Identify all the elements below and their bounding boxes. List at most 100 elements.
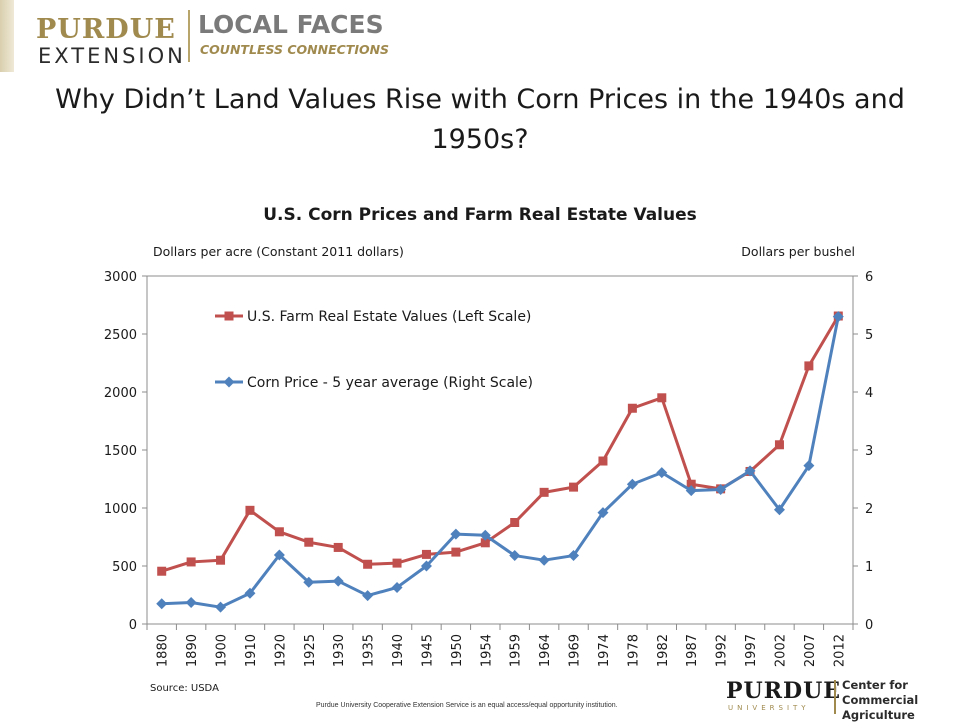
series-layer (156, 311, 844, 613)
data-point-square (392, 558, 402, 568)
footer-center-line2: Commercial Agriculture (842, 693, 919, 722)
data-point-diamond (656, 467, 668, 479)
chart-title: U.S. Corn Prices and Farm Real Estate Va… (263, 205, 697, 225)
x-tick-label: 1935 (362, 634, 377, 667)
left-tick-label: 500 (112, 560, 137, 575)
left-tick-label: 2500 (104, 328, 137, 343)
x-axis-ticks: 1880 1890 1900 1910 1920 1925 1930 1935 1940 1945… (146, 624, 854, 667)
data-point-square (216, 555, 226, 565)
right-tick-label: 1 (865, 560, 873, 575)
data-point-diamond (715, 483, 727, 495)
data-point-diamond (832, 311, 844, 323)
right-tick-label: 3 (865, 444, 873, 459)
header-divider (188, 10, 190, 62)
data-point-square (421, 549, 431, 559)
countless-connections-text: COUNTLESS CONNECTIONS (200, 42, 390, 57)
x-tick-label: 2012 (832, 634, 847, 667)
data-point-diamond (626, 478, 638, 490)
left-tick-label: 1500 (104, 444, 137, 459)
left-tick-label: 0 (129, 618, 137, 633)
x-tick-label: 1950 (450, 634, 465, 667)
legend: U.S. Farm Real Estate Values (Left Scale… (215, 309, 533, 391)
data-point-square (363, 559, 373, 569)
footer-center-name: Center for Commercial Agriculture (842, 678, 960, 723)
footer-divider (834, 680, 836, 714)
data-point-diamond (391, 581, 403, 593)
source-note: Source: USDA (150, 683, 219, 694)
data-point-square (657, 393, 667, 403)
data-point-diamond (332, 575, 344, 587)
data-point-square (510, 518, 520, 527)
data-point-square (569, 482, 579, 492)
data-point-diamond (479, 529, 491, 541)
data-point-diamond (450, 528, 462, 540)
data-point-diamond (244, 587, 256, 599)
right-tick-label: 5 (865, 328, 873, 343)
right-axis-label: Dollars per bushel (741, 244, 855, 259)
legend-label: Corn Price - 5 year average (Right Scale… (247, 375, 533, 391)
x-tick-label: 1920 (273, 634, 288, 667)
x-tick-label: 1890 (185, 634, 200, 667)
series-line (161, 315, 840, 573)
purdue-extension-logo: PURDUE EXTENSION (14, 8, 184, 68)
left-tick-label: 1000 (104, 502, 137, 517)
footer-university-text: UNIVERSITY (728, 704, 810, 712)
right-tick-label: 2 (865, 502, 873, 517)
x-tick-label: 1987 (685, 634, 700, 667)
x-tick-label: 1992 (715, 634, 730, 667)
series-corn-price (156, 311, 844, 613)
data-point-square (245, 505, 255, 515)
x-tick-label: 1954 (479, 634, 494, 667)
x-tick-label: 1900 (215, 634, 230, 667)
data-point-square (539, 487, 549, 497)
logo-extension-text: EXTENSION (38, 44, 186, 68)
slide-title: Why Didn’t Land Values Rise with Corn Pr… (55, 84, 905, 155)
x-tick-label: 1959 (509, 634, 524, 667)
data-point-diamond (303, 576, 315, 588)
data-point-diamond (273, 549, 285, 561)
left-tick-label: 3000 (104, 270, 137, 285)
series-line (161, 316, 840, 609)
header-stripe (0, 0, 14, 72)
data-point-diamond (362, 590, 374, 602)
footer-purdue-text: PURDUE (726, 678, 842, 704)
x-tick-label: 1945 (420, 634, 435, 667)
right-tick-label: 4 (865, 386, 873, 401)
legend-label: U.S. Farm Real Estate Values (Left Scale… (247, 309, 531, 325)
data-point-diamond (538, 554, 550, 566)
x-tick-label: 1982 (656, 634, 671, 667)
data-point-square (451, 547, 461, 557)
right-tick-label: 6 (865, 270, 873, 285)
x-tick-label: 1969 (568, 634, 583, 667)
data-point-square (274, 527, 284, 537)
legend-marker-diamond (223, 376, 235, 388)
x-tick-label: 2007 (803, 634, 818, 667)
data-point-diamond (156, 598, 168, 610)
x-tick-label: 1880 (156, 634, 171, 667)
footer-equal-opportunity-note: Purdue University Cooperative Extension … (316, 702, 618, 709)
data-point-diamond (420, 560, 432, 572)
data-point-square (157, 566, 167, 576)
data-point-square (627, 403, 637, 413)
local-faces-text: LOCAL FACES (198, 10, 384, 39)
x-tick-label: 1925 (303, 634, 318, 667)
data-point-diamond (597, 507, 609, 519)
logo-purdue-text: PURDUE (36, 14, 176, 45)
x-tick-label: 1997 (744, 634, 759, 667)
right-tick-label: 0 (865, 618, 873, 633)
right-axis-ticks: 0 1 2 3 4 5 6 (853, 270, 873, 633)
data-point-diamond (803, 460, 815, 472)
x-tick-label: 1940 (391, 634, 406, 667)
left-axis-label: Dollars per acre (Constant 2011 dollars) (153, 244, 404, 259)
data-point-diamond (185, 597, 197, 609)
series-farm-real-estate (157, 311, 843, 576)
data-point-square (186, 557, 196, 567)
data-point-square (804, 361, 814, 371)
x-tick-label: 1930 (332, 634, 347, 667)
legend-item: U.S. Farm Real Estate Values (Left Scale… (215, 309, 531, 325)
x-tick-label: 1910 (244, 634, 259, 667)
left-tick-label: 2000 (104, 386, 137, 401)
data-point-square (480, 538, 490, 548)
data-point-square (333, 542, 343, 552)
